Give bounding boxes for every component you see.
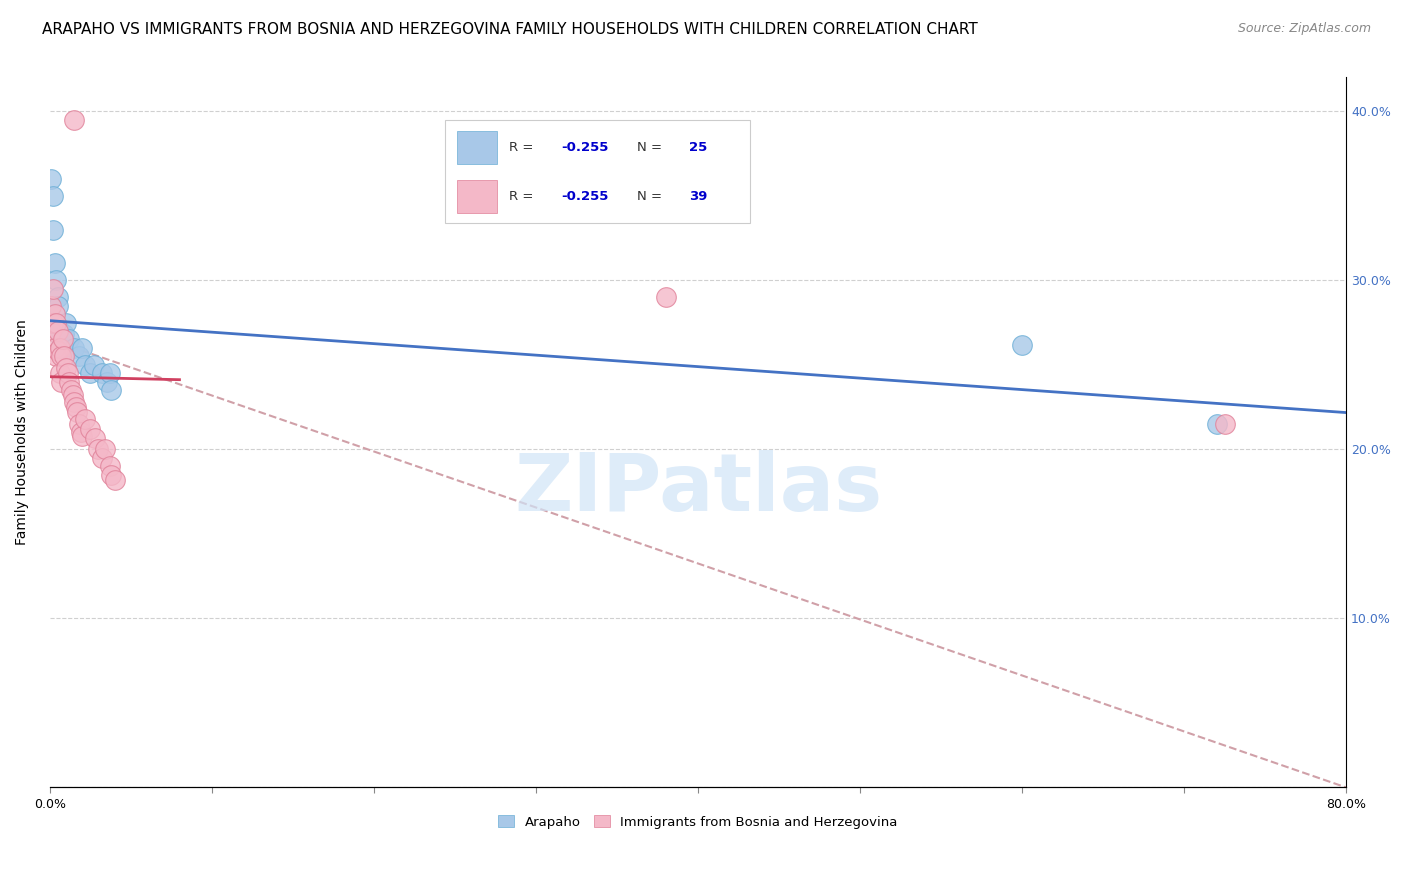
Point: [67, 350, 90, 364]
Point: [75, 412, 97, 426]
Point: [46, 299, 69, 313]
Point: [62, 388, 84, 402]
Point: [45, 273, 67, 287]
Point: [98, 459, 121, 474]
Point: [55, 316, 77, 330]
Point: [90, 366, 112, 380]
Point: [84, 431, 107, 445]
Point: [51, 333, 73, 347]
Text: Source: ZipAtlas.com: Source: ZipAtlas.com: [1237, 22, 1371, 36]
Point: [59, 383, 82, 397]
Text: ARAPAHO VS IMMIGRANTS FROM BOSNIA AND HERZEGOVINA FAMILY HOUSEHOLDS WITH CHILDRE: ARAPAHO VS IMMIGRANTS FROM BOSNIA AND HE…: [42, 22, 979, 37]
Point: [46, 290, 69, 304]
Point: [79, 366, 101, 380]
Point: [48, 366, 70, 380]
Point: [44, 256, 66, 270]
Point: [66, 405, 89, 419]
Point: [58, 333, 80, 347]
Point: [58, 375, 80, 389]
Point: [46, 344, 69, 359]
Point: [654, 290, 676, 304]
Point: [94, 442, 117, 457]
Point: [41, 172, 63, 186]
Point: [51, 350, 73, 364]
Point: [42, 282, 65, 296]
Point: [45, 350, 67, 364]
Point: [42, 188, 65, 202]
Point: [75, 358, 97, 372]
Point: [42, 316, 65, 330]
Point: [63, 112, 86, 127]
Point: [45, 316, 67, 330]
Point: [104, 473, 127, 487]
Point: [70, 429, 93, 443]
Point: [41, 299, 63, 313]
Y-axis label: Family Households with Children: Family Households with Children: [15, 319, 30, 545]
Point: [100, 383, 122, 397]
Point: [63, 395, 86, 409]
Point: [100, 467, 122, 482]
Point: [1213, 417, 1236, 431]
Point: [46, 324, 69, 338]
Point: [87, 442, 110, 457]
Point: [83, 358, 105, 372]
Text: ZIPatlas: ZIPatlas: [515, 450, 882, 528]
Point: [69, 425, 91, 440]
Point: [63, 341, 86, 355]
Point: [1011, 337, 1033, 351]
Point: [67, 417, 90, 431]
Point: [51, 375, 73, 389]
Point: [41, 324, 63, 338]
Point: [44, 341, 66, 355]
Point: [52, 341, 75, 355]
Point: [42, 222, 65, 236]
Point: [98, 366, 121, 380]
Point: [56, 366, 79, 380]
Point: [96, 375, 118, 389]
Point: [48, 341, 70, 355]
Point: [53, 327, 76, 342]
Point: [44, 307, 66, 321]
Point: [79, 422, 101, 436]
Point: [55, 361, 77, 376]
Point: [53, 350, 76, 364]
Point: [1205, 417, 1227, 431]
Point: [52, 333, 75, 347]
Point: [90, 450, 112, 465]
Point: [65, 400, 87, 414]
Point: [70, 341, 93, 355]
Legend: Arapaho, Immigrants from Bosnia and Herzegovina: Arapaho, Immigrants from Bosnia and Herz…: [494, 810, 903, 834]
Point: [48, 324, 70, 338]
